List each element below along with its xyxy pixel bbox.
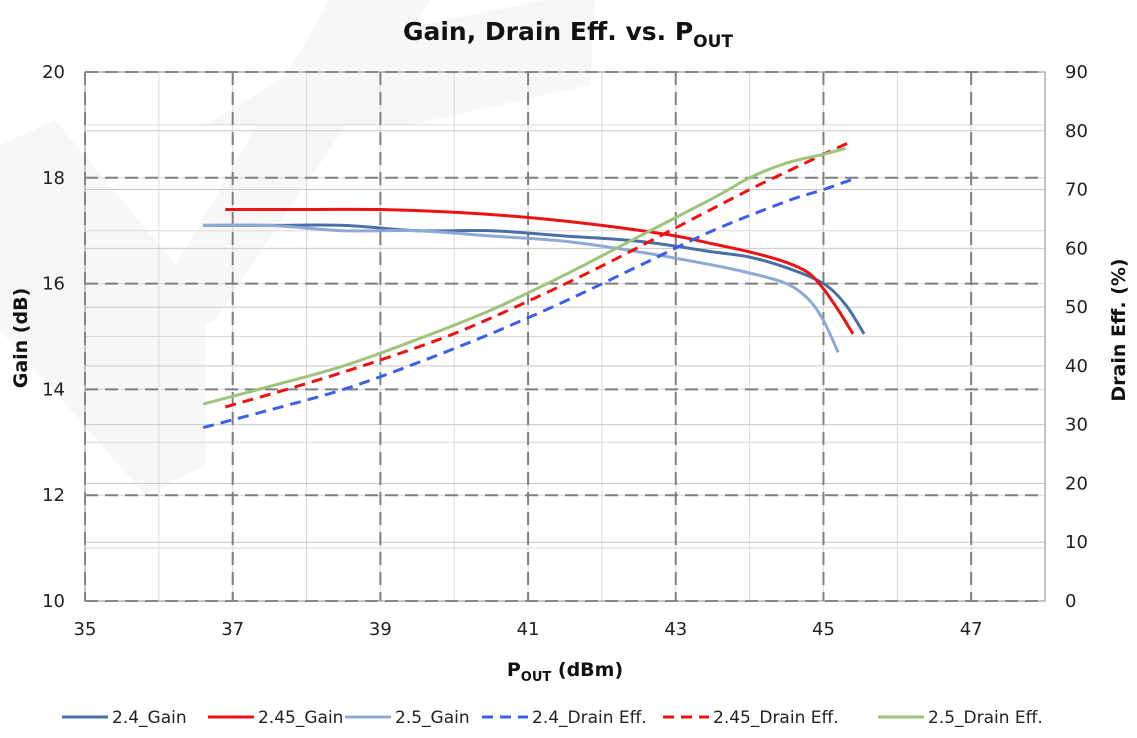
y-right-tick-label: 20 <box>1065 473 1088 494</box>
watermark <box>0 0 595 495</box>
legend: 2.4_Gain 2.45_Gain 2.5_Gain 2.4_Drain Eff. 2… <box>62 708 1043 728</box>
legend-label: 2.5_Drain Eff. <box>928 708 1043 728</box>
series-line-2-45-gain <box>225 207 855 335</box>
y-right-tick-label: 30 <box>1065 415 1088 436</box>
y-right-tick-label: 70 <box>1065 180 1088 201</box>
grid-minor <box>84 71 1046 602</box>
y-left-tick-label: 14 <box>42 379 65 400</box>
plot-border <box>84 71 1046 602</box>
chart-title: Gain, Drain Eff. vs. POUT <box>403 17 733 52</box>
series-line-2-5-drain-eff- <box>202 146 846 406</box>
y-left-tick-label: 10 <box>42 591 65 612</box>
y-left-tick-label: 20 <box>42 62 65 83</box>
y-right-tick-label: 0 <box>1065 591 1076 612</box>
y-left-tick-label: 18 <box>42 168 65 189</box>
y-right-tick-label: 80 <box>1065 121 1088 142</box>
y-right-tick-label: 40 <box>1065 356 1088 377</box>
series-line-2-5-gain <box>203 223 840 354</box>
y-left-tick-label: 12 <box>42 485 65 506</box>
y-right-tick-label: 90 <box>1065 62 1088 83</box>
series-layer <box>202 141 866 430</box>
x-tick-label: 41 <box>517 619 540 640</box>
y-right-tick-label: 10 <box>1065 532 1088 553</box>
y-right-axis-title: Drain Eff. (%) <box>1108 258 1130 401</box>
series-line-2-45-drain-eff- <box>224 141 850 409</box>
series-line-2-4-drain-eff- <box>202 176 858 430</box>
y-right-axis-ticks: 0 10 20 30 40 50 60 70 80 90 <box>1065 62 1088 612</box>
y-left-axis-title: Gain (dB) <box>10 288 32 389</box>
legend-label: 2.4_Drain Eff. <box>532 708 647 728</box>
legend-label: 2.4_Gain <box>112 708 187 728</box>
series-line-2-4-gain <box>203 223 866 335</box>
x-axis-ticks: 35 37 39 41 43 45 47 <box>74 619 983 640</box>
y-left-tick-label: 16 <box>42 274 65 295</box>
legend-label: 2.45_Drain Eff. <box>713 708 839 728</box>
legend-label: 2.5_Gain <box>395 708 470 728</box>
y-right-tick-label: 60 <box>1065 238 1088 259</box>
x-axis-title: POUT (dBm) <box>507 659 623 685</box>
x-tick-label: 39 <box>369 619 392 640</box>
x-tick-label: 43 <box>664 619 687 640</box>
y-left-axis-ticks: 10 12 14 16 18 20 <box>42 62 65 612</box>
x-tick-label: 35 <box>74 619 97 640</box>
x-tick-label: 47 <box>960 619 983 640</box>
y-right-tick-label: 50 <box>1065 297 1088 318</box>
x-tick-label: 37 <box>221 619 244 640</box>
x-tick-label: 45 <box>812 619 835 640</box>
plot-frame <box>84 71 1046 602</box>
legend-label: 2.45_Gain <box>258 708 343 728</box>
